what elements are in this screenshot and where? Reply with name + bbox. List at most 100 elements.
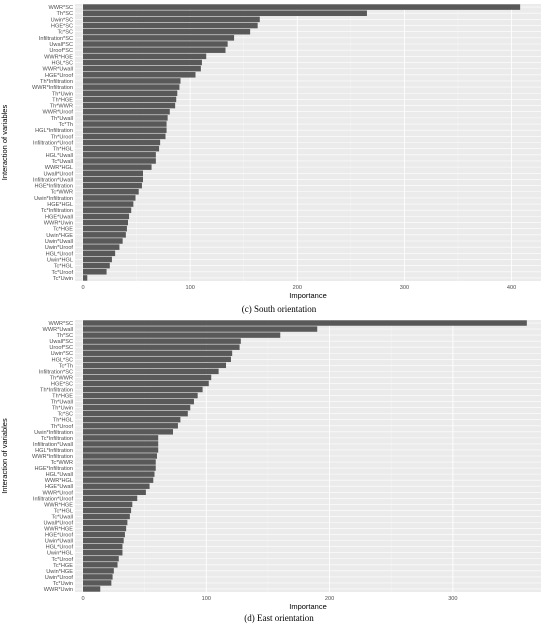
y-tick-label: Th*Uwin bbox=[52, 406, 73, 412]
y-tick-label: Uwin*Uwall bbox=[45, 539, 73, 545]
bar bbox=[83, 90, 178, 97]
y-tick-label: Tc*WWR bbox=[51, 190, 73, 196]
y-tick-label: Tc*Uwall bbox=[52, 514, 73, 520]
y-tick-label: Th*HGL bbox=[53, 418, 73, 424]
x-tick-label: 300 bbox=[400, 285, 409, 291]
bar bbox=[83, 344, 240, 350]
bar bbox=[83, 362, 227, 369]
bar bbox=[83, 489, 146, 495]
bar bbox=[83, 404, 191, 411]
chart-caption: (c) South orientation bbox=[242, 304, 317, 314]
y-tick-label: Tc*HGL bbox=[54, 264, 73, 270]
bar bbox=[83, 139, 161, 146]
y-tick-label: Tc*Uwall bbox=[52, 159, 73, 165]
bar bbox=[83, 495, 138, 502]
y-tick-label: Tc*Infiltration bbox=[41, 208, 73, 214]
y-tick-label: Th*HGE bbox=[52, 97, 73, 103]
y-tick-label: HGL*SC bbox=[52, 357, 73, 363]
bar bbox=[83, 380, 209, 387]
y-tick-label: WWR*HGL bbox=[45, 478, 73, 484]
y-tick-label: WWR*Uroof bbox=[43, 490, 74, 496]
bar bbox=[83, 549, 123, 556]
y-tick-label: Uwin*SC bbox=[51, 351, 73, 357]
y-tick-label: HGL*Infiltration bbox=[35, 128, 73, 134]
y-tick-label: Tc*HGE bbox=[53, 227, 73, 233]
bar bbox=[83, 338, 241, 344]
y-tick-label: Uwin*SC bbox=[51, 17, 73, 23]
y-tick-label: Infiltration*Uwall bbox=[33, 442, 73, 448]
bar bbox=[83, 513, 130, 520]
y-tick-label: Th*Infiltration bbox=[40, 79, 73, 85]
bar bbox=[83, 10, 367, 17]
bar bbox=[83, 41, 228, 47]
bar bbox=[83, 256, 112, 263]
y-tick-label: WWR*Infiltration bbox=[32, 454, 73, 460]
x-axis-title: Importance bbox=[289, 291, 327, 300]
y-tick-label: WWR*HGE bbox=[44, 502, 73, 508]
y-tick-label: Uwall*Uroof bbox=[43, 520, 73, 526]
bar bbox=[83, 133, 166, 140]
bar bbox=[83, 121, 167, 127]
y-tick-label: Uroof*SC bbox=[49, 48, 73, 54]
bar bbox=[83, 53, 207, 60]
y-tick-label: HGE*Uroof bbox=[45, 533, 73, 539]
bar bbox=[83, 250, 116, 257]
bar bbox=[83, 102, 176, 109]
bar bbox=[83, 127, 167, 133]
bar bbox=[83, 28, 251, 35]
y-tick-label: Tc*SC bbox=[57, 30, 73, 36]
bar bbox=[83, 423, 178, 429]
bar bbox=[83, 108, 170, 115]
bar bbox=[83, 368, 219, 375]
bar bbox=[83, 320, 527, 326]
bar bbox=[83, 453, 157, 459]
x-tick-label: 200 bbox=[293, 285, 302, 291]
y-tick-label: HGE*Infiltration bbox=[34, 466, 73, 472]
y-tick-label: WWR*Infiltration bbox=[32, 85, 73, 91]
y-tick-label: HGL*Infiltration bbox=[35, 448, 73, 454]
bar bbox=[83, 47, 226, 53]
y-tick-label: Th*HGE bbox=[52, 394, 73, 400]
y-tick-label: Th*Uwall bbox=[51, 116, 73, 122]
y-tick-label: Th*Uroof bbox=[51, 424, 74, 430]
y-tick-label: Tc*Infiltration bbox=[41, 436, 73, 442]
y-tick-label: Uwall*SC bbox=[49, 339, 73, 345]
y-tick-label: Tc*Uroof bbox=[52, 557, 74, 563]
y-tick-label: Tc*Th bbox=[59, 363, 73, 369]
x-tick-label: 100 bbox=[185, 285, 194, 291]
bar bbox=[83, 441, 159, 447]
y-tick-label: WWR*Uwall bbox=[43, 327, 73, 333]
bar bbox=[83, 244, 120, 250]
y-tick-label: Th*WWR bbox=[50, 104, 73, 110]
y-tick-label: Th*Uwall bbox=[51, 400, 73, 406]
y-tick-label: Tc*Uwin bbox=[53, 581, 73, 587]
bar bbox=[83, 477, 154, 483]
bar bbox=[83, 562, 118, 568]
bar bbox=[83, 580, 112, 586]
bar bbox=[83, 392, 198, 399]
bar bbox=[83, 182, 142, 189]
y-tick-label: Uwin*HGE bbox=[46, 569, 73, 575]
x-tick-label: 300 bbox=[448, 596, 457, 602]
bar bbox=[83, 568, 114, 574]
bar bbox=[83, 59, 202, 66]
bar bbox=[83, 145, 160, 152]
bar bbox=[83, 158, 156, 164]
y-tick-label: HGE*SC bbox=[51, 24, 73, 30]
bar bbox=[83, 207, 132, 213]
bar bbox=[83, 447, 159, 453]
y-tick-label: Infiltration*Uroof bbox=[33, 496, 74, 502]
y-tick-label: Uwin*Uroof bbox=[45, 575, 74, 581]
bar bbox=[83, 22, 258, 29]
x-tick-label: 0 bbox=[81, 285, 84, 291]
y-tick-label: Th*Uroof bbox=[51, 134, 74, 140]
y-tick-label: WWR*HGE bbox=[44, 54, 73, 60]
y-axis-title: Interaction of variables bbox=[0, 105, 9, 181]
y-tick-label: Uwin*Infiltration bbox=[34, 430, 73, 436]
y-tick-label: Th*HGL bbox=[53, 147, 73, 153]
y-tick-label: WWR*Uwin bbox=[44, 587, 73, 593]
y-axis-title: Interaction of variables bbox=[0, 418, 9, 494]
y-tick-label: Th*Infiltration bbox=[40, 388, 73, 394]
bar bbox=[83, 501, 133, 508]
bar bbox=[83, 531, 125, 538]
